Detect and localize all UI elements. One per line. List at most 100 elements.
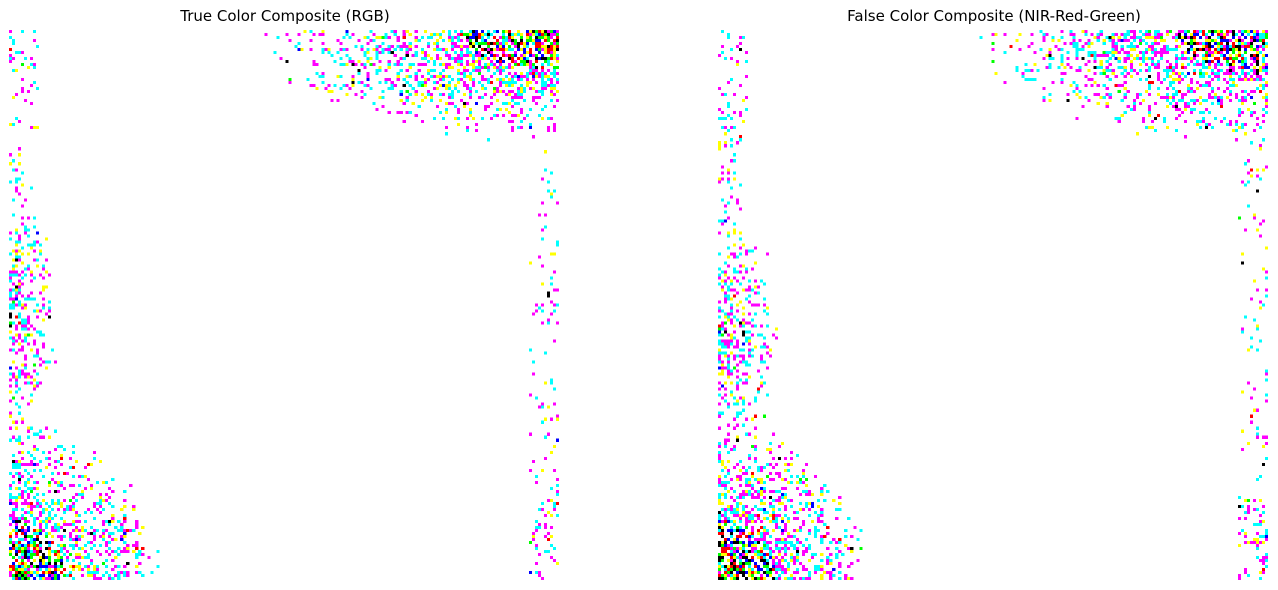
false-color-pixel bbox=[1222, 117, 1226, 121]
true-color-pixel bbox=[456, 69, 460, 73]
true-color-pixel bbox=[42, 264, 46, 268]
true-color-pixel bbox=[399, 99, 403, 103]
true-color-pixel bbox=[441, 78, 445, 82]
true-color-pixel bbox=[72, 546, 76, 550]
false-color-pixel bbox=[1264, 294, 1268, 298]
true-color-pixel bbox=[42, 555, 46, 560]
true-color-pixel bbox=[534, 66, 539, 70]
true-color-pixel bbox=[39, 564, 43, 569]
true-color-pixel bbox=[18, 369, 22, 373]
false-color-pixel bbox=[1240, 390, 1245, 394]
true-color-pixel bbox=[420, 48, 424, 52]
false-color-pixel bbox=[1042, 87, 1046, 91]
true-color-pixel bbox=[384, 33, 388, 37]
false-color-pixel bbox=[1264, 66, 1268, 70]
true-color-pixel bbox=[504, 42, 508, 46]
false-color-pixel bbox=[1240, 327, 1245, 331]
true-color-pixel bbox=[39, 519, 43, 523]
false-color-pixel bbox=[1237, 126, 1242, 130]
false-color-pixel bbox=[808, 558, 812, 563]
true-color-pixel bbox=[21, 303, 25, 307]
true-color-pixel bbox=[405, 75, 409, 79]
true-color-pixel bbox=[111, 567, 115, 572]
true-color-pixel bbox=[60, 561, 64, 566]
false-color-pixel bbox=[1027, 78, 1031, 82]
true-color-pixel bbox=[48, 549, 52, 554]
false-color-pixel bbox=[1240, 528, 1245, 532]
true-color-pixel bbox=[39, 549, 43, 554]
true-color-pixel bbox=[24, 531, 28, 535]
true-color-pixel bbox=[381, 90, 385, 94]
false-color-pixel bbox=[724, 141, 728, 145]
false-color-pixel bbox=[742, 360, 746, 364]
false-color-pixel bbox=[1105, 60, 1109, 64]
false-color-pixel bbox=[727, 423, 731, 427]
true-color-pixel bbox=[390, 81, 394, 85]
false-color-pixel bbox=[769, 570, 773, 575]
false-color-panel: False Color Composite (NIR-Red-Green) bbox=[718, 0, 1270, 590]
true-color-pixel bbox=[135, 546, 139, 550]
false-color-pixel bbox=[1201, 42, 1205, 46]
false-color-pixel bbox=[718, 147, 722, 151]
true-color-pixel bbox=[135, 552, 139, 557]
true-color-pixel bbox=[9, 513, 13, 517]
true-color-pixel bbox=[444, 102, 448, 106]
true-color-pixel bbox=[432, 87, 436, 91]
true-color-pixel bbox=[408, 75, 412, 79]
false-color-pixel bbox=[751, 333, 755, 337]
true-color-pixel bbox=[129, 483, 133, 487]
true-color-pixel bbox=[390, 30, 394, 34]
false-color-pixel bbox=[763, 501, 767, 505]
false-color-pixel bbox=[736, 438, 740, 442]
true-color-pixel bbox=[24, 537, 28, 541]
true-color-pixel bbox=[39, 243, 43, 247]
true-color-pixel bbox=[516, 33, 520, 37]
true-color-pixel bbox=[537, 96, 542, 100]
true-color-pixel bbox=[360, 63, 364, 67]
true-color-pixel bbox=[15, 525, 19, 529]
false-color-pixel bbox=[742, 573, 746, 578]
false-color-pixel bbox=[1126, 51, 1130, 55]
true-color-pixel bbox=[45, 516, 49, 520]
false-color-pixel bbox=[1081, 48, 1085, 52]
false-color-pixel bbox=[1216, 60, 1220, 64]
true-color-pixel bbox=[15, 504, 19, 508]
true-color-pixel bbox=[18, 279, 22, 283]
false-color-pixel bbox=[1132, 45, 1136, 49]
true-color-pixel bbox=[483, 66, 487, 70]
true-color-pixel bbox=[555, 492, 559, 496]
false-color-pixel bbox=[727, 276, 731, 280]
true-color-pixel bbox=[18, 291, 22, 295]
true-color-pixel bbox=[474, 66, 478, 70]
true-color-pixel bbox=[48, 435, 52, 439]
true-color-pixel bbox=[501, 39, 505, 43]
false-color-pixel bbox=[1249, 69, 1254, 73]
false-color-pixel bbox=[739, 246, 743, 250]
true-color-pixel bbox=[72, 507, 76, 511]
false-color-pixel bbox=[808, 513, 812, 517]
false-color-pixel bbox=[1180, 42, 1184, 46]
false-color-pixel bbox=[1255, 75, 1260, 79]
false-color-pixel bbox=[1087, 78, 1091, 82]
true-color-pixel bbox=[66, 504, 70, 508]
true-color-pixel bbox=[486, 45, 490, 49]
false-color-pixel bbox=[754, 444, 758, 448]
false-color-pixel bbox=[802, 519, 806, 523]
true-color-pixel bbox=[75, 513, 79, 517]
true-color-pixel bbox=[543, 48, 548, 52]
false-color-pixel bbox=[766, 543, 770, 547]
false-color-pixel bbox=[769, 495, 773, 499]
false-color-pixel bbox=[1252, 540, 1257, 544]
false-color-pixel bbox=[820, 576, 824, 580]
false-color-pixel bbox=[730, 369, 734, 373]
false-color-pixel bbox=[736, 369, 740, 373]
false-color-pixel bbox=[772, 555, 776, 560]
false-color-pixel bbox=[751, 543, 755, 547]
false-color-pixel bbox=[1192, 33, 1196, 37]
false-color-pixel bbox=[1249, 48, 1254, 52]
true-color-pixel bbox=[417, 81, 421, 85]
false-color-pixel bbox=[739, 477, 743, 481]
true-color-pixel bbox=[456, 108, 460, 112]
true-color-pixel bbox=[528, 54, 533, 58]
true-color-pixel bbox=[447, 54, 451, 58]
